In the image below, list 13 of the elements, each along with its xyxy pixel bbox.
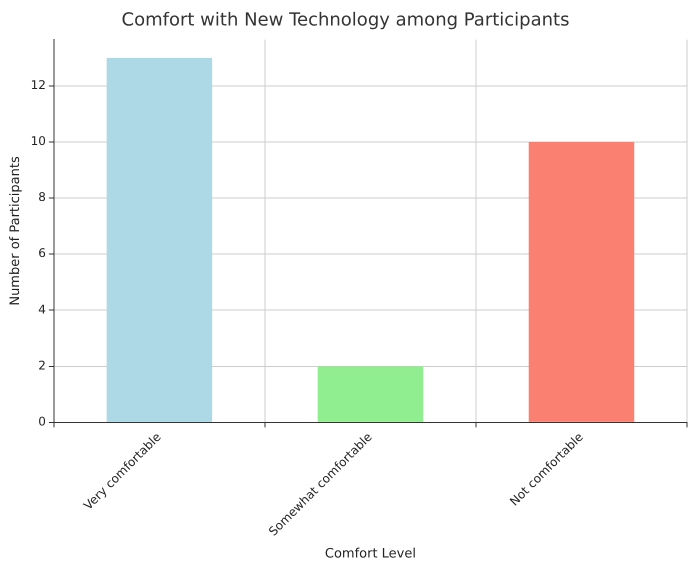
y-tick-label: 10 <box>30 134 46 148</box>
y-tick-label: 8 <box>38 190 46 204</box>
y-tick-label: 4 <box>38 302 46 316</box>
y-tick-label: 0 <box>38 414 46 428</box>
bar <box>528 142 634 422</box>
y-tick-label: 12 <box>30 78 46 92</box>
bar <box>318 366 424 422</box>
y-tick-label: 6 <box>38 246 46 260</box>
chart-title: Comfort with New Technology among Participants <box>122 9 570 30</box>
y-axis-title: Number of Participants <box>8 156 24 306</box>
y-tick-label: 2 <box>38 358 46 372</box>
bar <box>106 58 212 422</box>
x-axis-title: Comfort Level <box>324 546 416 562</box>
